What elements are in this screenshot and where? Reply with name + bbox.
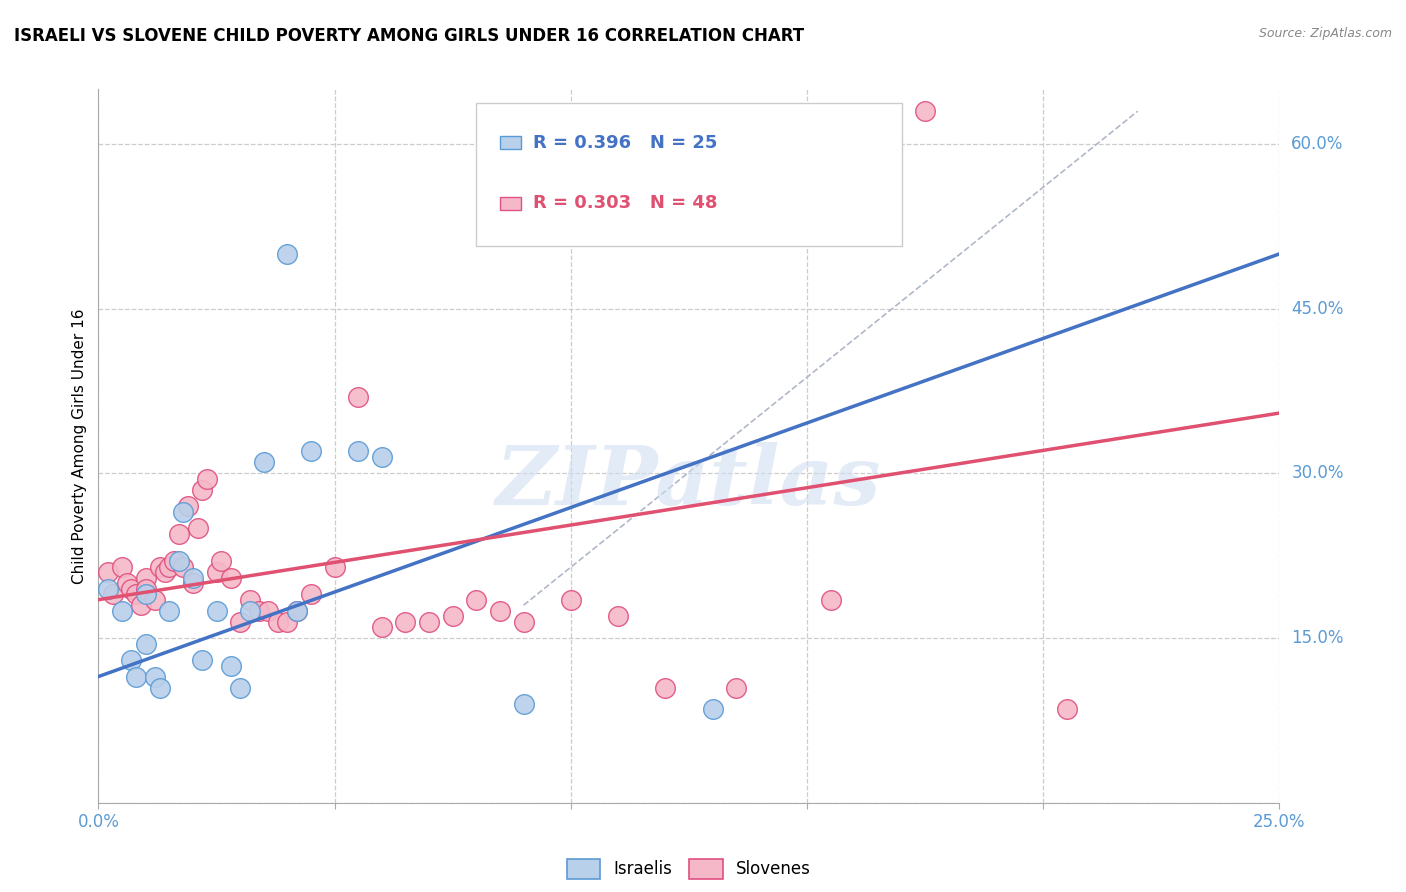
Point [229, 681, 252, 695]
Text: ISRAELI VS SLOVENE CHILD POVERTY AMONG GIRLS UNDER 16 CORRELATION CHART: ISRAELI VS SLOVENE CHILD POVERTY AMONG G… [14, 27, 804, 45]
Text: 45.0%: 45.0% [1291, 300, 1344, 318]
Point [157, 559, 180, 574]
Text: 15.0%: 15.0% [1291, 629, 1344, 647]
Point [135, 637, 157, 651]
Point [276, 615, 298, 629]
Point [172, 559, 194, 574]
Point [512, 615, 534, 629]
Point [285, 604, 308, 618]
Point [125, 587, 148, 601]
Text: R = 0.396   N = 25: R = 0.396 N = 25 [533, 134, 717, 152]
Legend: Israelis, Slovenes: Israelis, Slovenes [558, 850, 820, 888]
Point [143, 669, 166, 683]
Point [347, 390, 370, 404]
Text: Source: ZipAtlas.com: Source: ZipAtlas.com [1258, 27, 1392, 40]
Point [209, 554, 232, 568]
FancyBboxPatch shape [501, 136, 522, 149]
Point [441, 609, 464, 624]
Point [153, 566, 176, 580]
FancyBboxPatch shape [501, 197, 522, 210]
Point [394, 615, 416, 629]
Point [465, 592, 488, 607]
Point [101, 587, 124, 601]
Y-axis label: Child Poverty Among Girls Under 16: Child Poverty Among Girls Under 16 [72, 309, 87, 583]
Point [820, 592, 842, 607]
Point [607, 609, 630, 624]
Point [121, 653, 143, 667]
Point [323, 559, 346, 574]
Point [97, 582, 120, 596]
Point [1056, 702, 1078, 716]
Point [299, 444, 322, 458]
Point [267, 615, 290, 629]
Point [167, 554, 190, 568]
Point [172, 505, 194, 519]
Point [229, 615, 252, 629]
Point [276, 247, 298, 261]
Point [247, 604, 270, 618]
Point [257, 604, 280, 618]
Point [115, 576, 138, 591]
Point [253, 455, 276, 469]
Point [187, 521, 209, 535]
Point [135, 571, 157, 585]
Point [121, 582, 143, 596]
Point [239, 604, 262, 618]
Point [239, 592, 262, 607]
Point [299, 587, 322, 601]
Point [347, 444, 370, 458]
Point [285, 604, 308, 618]
Point [219, 658, 242, 673]
Point [512, 697, 534, 711]
Point [560, 592, 582, 607]
Point [191, 483, 214, 497]
Point [163, 554, 186, 568]
Point [181, 571, 204, 585]
Point [914, 104, 936, 119]
Point [177, 500, 200, 514]
Point [371, 620, 394, 634]
Text: R = 0.303   N = 48: R = 0.303 N = 48 [533, 194, 717, 212]
Point [654, 681, 676, 695]
Point [702, 702, 724, 716]
Text: ZIPatlas: ZIPatlas [496, 442, 882, 522]
Point [111, 559, 134, 574]
Point [135, 582, 157, 596]
Point [725, 681, 748, 695]
Text: 60.0%: 60.0% [1291, 135, 1344, 153]
Point [205, 604, 228, 618]
Point [219, 571, 242, 585]
FancyBboxPatch shape [477, 103, 901, 246]
Point [371, 450, 394, 464]
Point [143, 592, 166, 607]
Point [97, 566, 120, 580]
Point [205, 566, 228, 580]
Point [149, 559, 172, 574]
Point [489, 604, 512, 618]
Point [111, 604, 134, 618]
Point [129, 598, 152, 612]
Point [181, 576, 204, 591]
Point [135, 587, 157, 601]
Point [195, 472, 218, 486]
Point [191, 653, 214, 667]
Point [167, 526, 190, 541]
Text: 30.0%: 30.0% [1291, 465, 1344, 483]
Point [125, 669, 148, 683]
Point [149, 681, 172, 695]
Point [418, 615, 440, 629]
Point [157, 604, 180, 618]
